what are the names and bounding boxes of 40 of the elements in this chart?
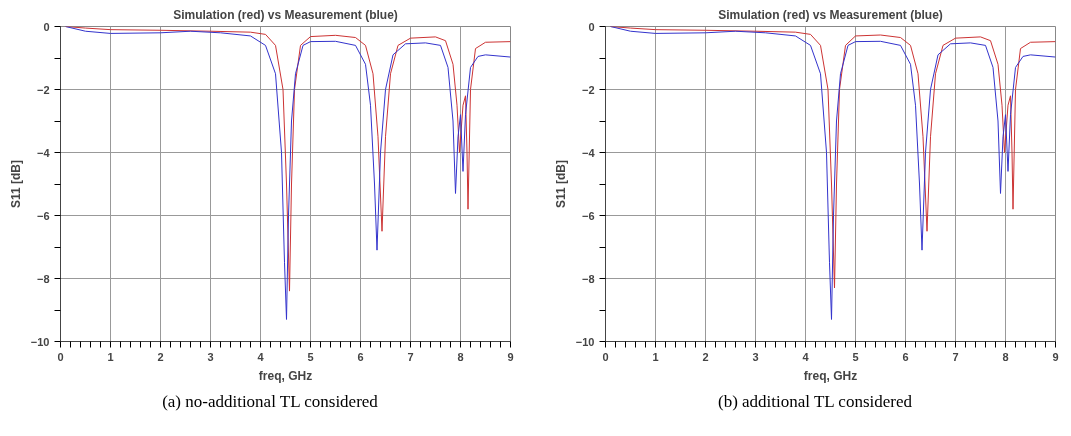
x-tick-label: 6	[357, 350, 364, 363]
x-tick-label: 2	[702, 350, 709, 363]
x-tick-label: 8	[1002, 350, 1009, 363]
y-tick-label: −4	[581, 146, 596, 159]
text: (a) no-additional TL considered	[162, 391, 378, 413]
text: (b) additional TL considered	[717, 391, 913, 413]
chart-title: Simulation (red) vs Measurement (blue)	[718, 7, 943, 22]
y-tick-label: 0	[43, 20, 50, 33]
x-tick-label: 6	[902, 350, 909, 363]
x-tick-label: 9	[507, 350, 514, 363]
chart-title: Simulation (red) vs Measurement (blue)	[173, 7, 398, 22]
x-axis-title: freq, GHz	[258, 368, 313, 383]
y-tick-label: −2	[36, 83, 50, 96]
x-tick-label: 3	[752, 350, 759, 363]
y-tick-label: −10	[575, 335, 595, 348]
y-axis-title: S11 [dB]	[553, 159, 568, 209]
y-tick-label: −6	[36, 209, 50, 222]
y-tick-label: −8	[581, 272, 595, 285]
x-tick-label: 7	[952, 350, 959, 363]
y-tick-label: −10	[30, 335, 50, 348]
x-tick-label: 1	[107, 350, 114, 363]
x-tick-label: 0	[602, 350, 609, 363]
x-tick-label: 0	[57, 350, 64, 363]
x-tick-label: 4	[257, 350, 265, 363]
y-tick-label: −8	[36, 272, 50, 285]
x-axis-title: freq, GHz	[803, 368, 858, 383]
x-tick-label: 9	[1052, 350, 1059, 363]
y-tick-label: −4	[36, 146, 51, 159]
y-tick-label: −6	[581, 209, 595, 222]
x-tick-label: 7	[407, 350, 414, 363]
y-tick-label: 0	[588, 20, 595, 33]
x-tick-label: 8	[457, 350, 464, 363]
x-tick-label: 5	[852, 350, 859, 363]
y-axis-title: S11 [dB]	[8, 159, 23, 209]
x-tick-label: 3	[207, 350, 214, 363]
x-tick-label: 2	[157, 350, 164, 363]
x-tick-label: 5	[307, 350, 314, 363]
x-tick-label: 1	[652, 350, 659, 363]
y-tick-label: −2	[581, 83, 595, 96]
x-tick-label: 4	[802, 350, 810, 363]
